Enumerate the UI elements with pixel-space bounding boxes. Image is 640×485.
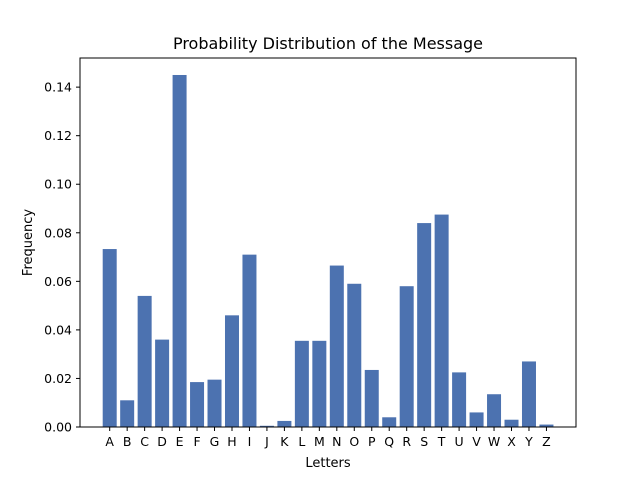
x-tick-label-e: E	[176, 434, 184, 449]
x-tick-label-a: A	[105, 434, 114, 449]
bar-g	[207, 379, 222, 427]
chart-title: Probability Distribution of the Message	[173, 34, 483, 53]
y-tick-label: 0.08	[44, 225, 72, 240]
bar-x	[504, 419, 519, 427]
bar-t	[434, 214, 449, 427]
x-tick-label-v: V	[472, 434, 481, 449]
bar-z	[539, 424, 554, 427]
x-tick-label-h: H	[227, 434, 236, 449]
x-tick-label-w: W	[488, 434, 500, 449]
bar-y	[521, 361, 536, 427]
plot-frame	[79, 57, 577, 428]
bar-q	[382, 417, 397, 427]
bar-e	[172, 74, 187, 428]
bar-d	[155, 339, 170, 427]
bar-v	[469, 412, 484, 427]
y-tick-label: 0.10	[44, 177, 72, 192]
y-tick-label: 0.06	[44, 274, 72, 289]
y-axis: 0.00 0.02 0.04 0.06 0.08 0.10 0.12 0.14	[44, 80, 80, 435]
x-tick-label-x: X	[507, 434, 516, 449]
bars-group	[102, 74, 554, 428]
x-tick-label-f: F	[193, 434, 200, 449]
x-tick-label-u: U	[455, 434, 464, 449]
bar-r	[399, 286, 414, 427]
x-tick-label-z: Z	[542, 434, 551, 449]
bar-s	[417, 223, 432, 427]
x-tick-label-s: S	[420, 434, 428, 449]
x-axis-label: Letters	[305, 456, 351, 471]
bar-n	[329, 265, 344, 427]
x-tick-label-l: L	[298, 434, 305, 449]
bar-o	[347, 283, 362, 427]
bar-f	[190, 382, 205, 427]
y-tick-label: 0.02	[44, 371, 72, 386]
x-tick-label-t: T	[437, 434, 446, 449]
bar-l	[294, 340, 309, 427]
x-tick-label-o: O	[349, 434, 359, 449]
y-tick-label: 0.12	[44, 128, 72, 143]
bar-u	[452, 372, 467, 427]
x-tick-label-i: I	[248, 434, 252, 449]
x-tick-label-y: Y	[524, 434, 533, 449]
x-tick-label-n: N	[332, 434, 341, 449]
bar-i	[242, 254, 257, 427]
x-tick-label-j: J	[264, 434, 269, 449]
x-tick-label-p: P	[368, 434, 376, 449]
y-tick-label: 0.04	[44, 322, 72, 337]
x-tick-label-m: M	[314, 434, 325, 449]
bar-j	[259, 425, 274, 427]
bar-b	[120, 400, 135, 427]
x-tick-label-k: K	[280, 434, 289, 449]
y-tick-label: 0.00	[44, 420, 72, 435]
bar-p	[364, 369, 379, 427]
bar-c	[137, 295, 152, 427]
x-tick-label-b: B	[123, 434, 132, 449]
x-tick-label-g: G	[210, 434, 220, 449]
bar-w	[487, 394, 502, 427]
y-axis-label: Frequency	[21, 209, 36, 276]
x-tick-label-c: C	[140, 434, 149, 449]
bar-h	[224, 315, 239, 427]
bar-k	[277, 420, 292, 427]
y-tick-label: 0.14	[44, 80, 72, 95]
x-tick-label-d: D	[157, 434, 167, 449]
bar-m	[312, 340, 327, 427]
bar-a	[102, 249, 117, 427]
x-tick-label-r: R	[402, 434, 411, 449]
x-tick-label-q: Q	[384, 434, 394, 449]
